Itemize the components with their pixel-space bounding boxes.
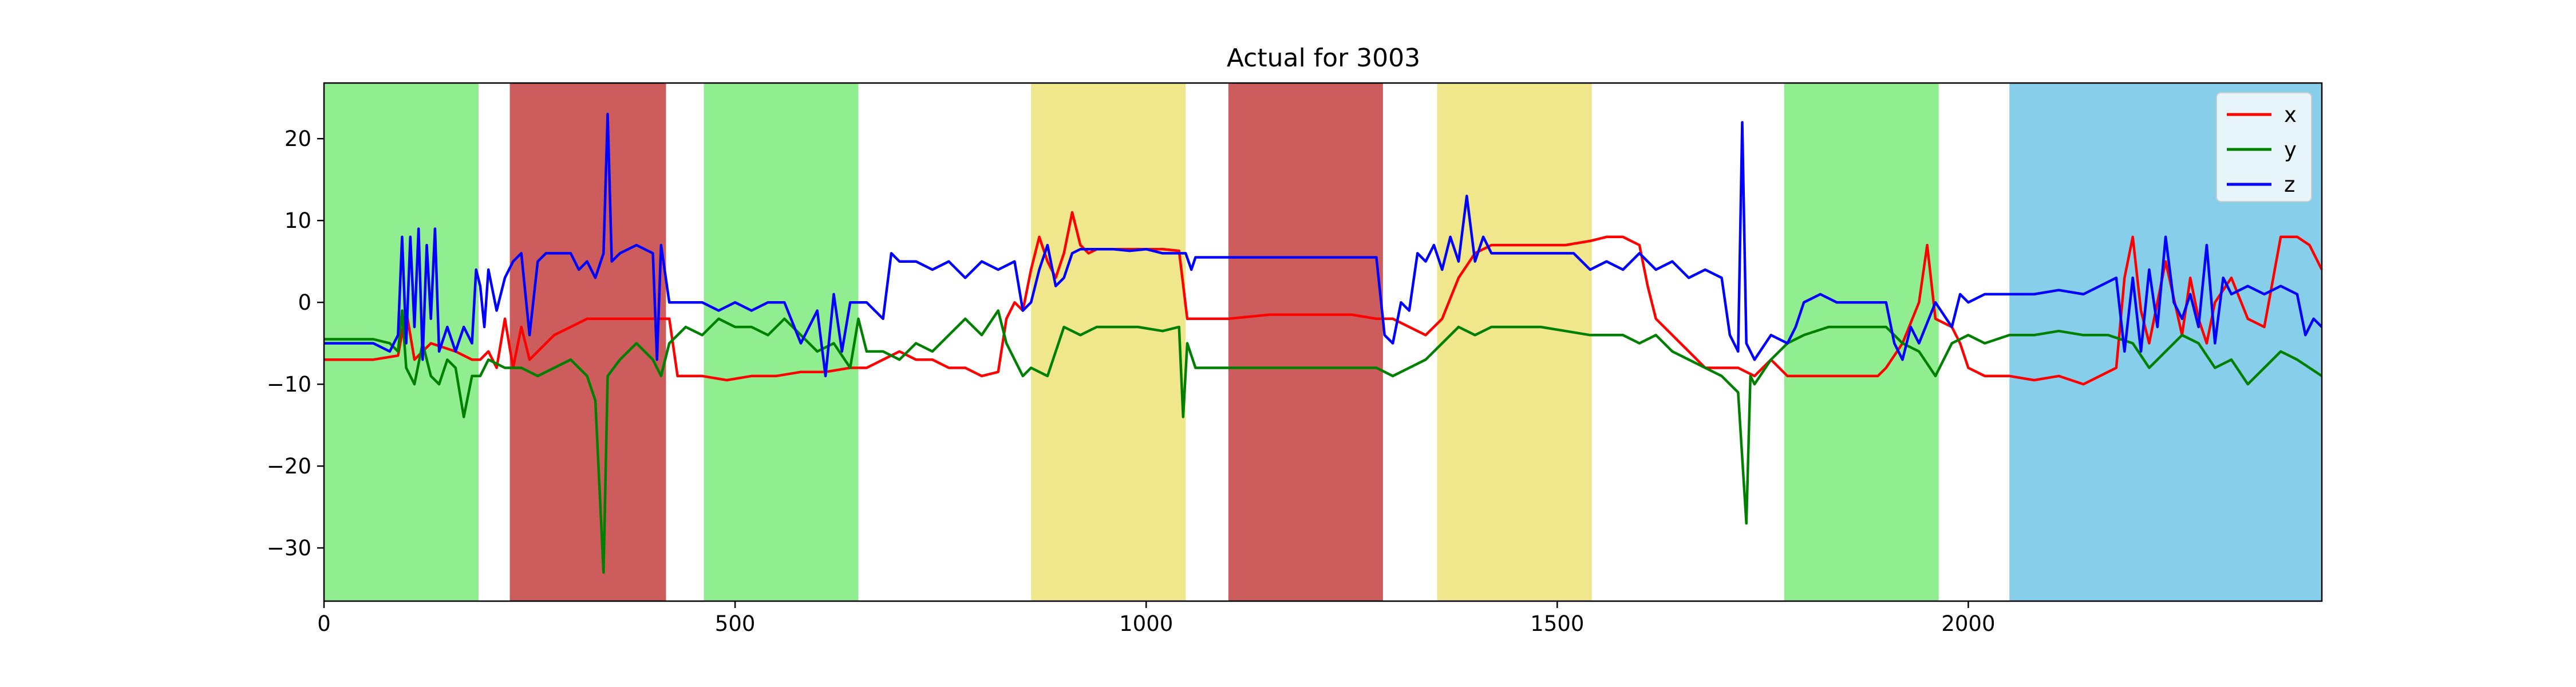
y-tick-label: −20 bbox=[267, 454, 311, 479]
chart-title: Actual for 3003 bbox=[1227, 44, 1420, 73]
x-tick-label: 1000 bbox=[1119, 611, 1173, 636]
plot-frame bbox=[323, 82, 2323, 602]
series-line-y bbox=[324, 309, 2323, 574]
legend-label-y: y bbox=[2284, 137, 2297, 162]
series-line-x bbox=[324, 211, 2324, 386]
y-tick-label: 0 bbox=[298, 290, 311, 315]
series-line-z bbox=[324, 113, 2323, 378]
y-tick-label: −10 bbox=[267, 372, 311, 397]
y-tick-label: −30 bbox=[267, 536, 311, 560]
background-span-6 bbox=[1784, 83, 1939, 601]
background-spans bbox=[324, 83, 2322, 601]
x-tick-label: 500 bbox=[715, 611, 756, 636]
y-axis: 20 10 0 −10 −20 −30 bbox=[267, 127, 324, 560]
background-span-5 bbox=[1437, 83, 1592, 601]
y-tick-label: 10 bbox=[285, 208, 311, 233]
x-tick-label: 0 bbox=[317, 611, 331, 636]
x-tick-label: 2000 bbox=[1941, 611, 1995, 636]
legend: xyz bbox=[2216, 92, 2312, 202]
background-span-4 bbox=[1228, 83, 1383, 601]
legend-box bbox=[2216, 92, 2312, 202]
background-span-1 bbox=[509, 83, 666, 601]
background-span-2 bbox=[704, 83, 859, 601]
x-tick-label: 1500 bbox=[1530, 611, 1584, 636]
series-lines bbox=[324, 113, 2324, 574]
legend-label-z: z bbox=[2284, 172, 2295, 197]
y-tick-label: 20 bbox=[285, 127, 311, 151]
background-span-3 bbox=[1031, 83, 1186, 601]
x-axis: 0 500 1000 1500 2000 bbox=[317, 601, 1996, 636]
legend-label-x: x bbox=[2284, 102, 2297, 127]
